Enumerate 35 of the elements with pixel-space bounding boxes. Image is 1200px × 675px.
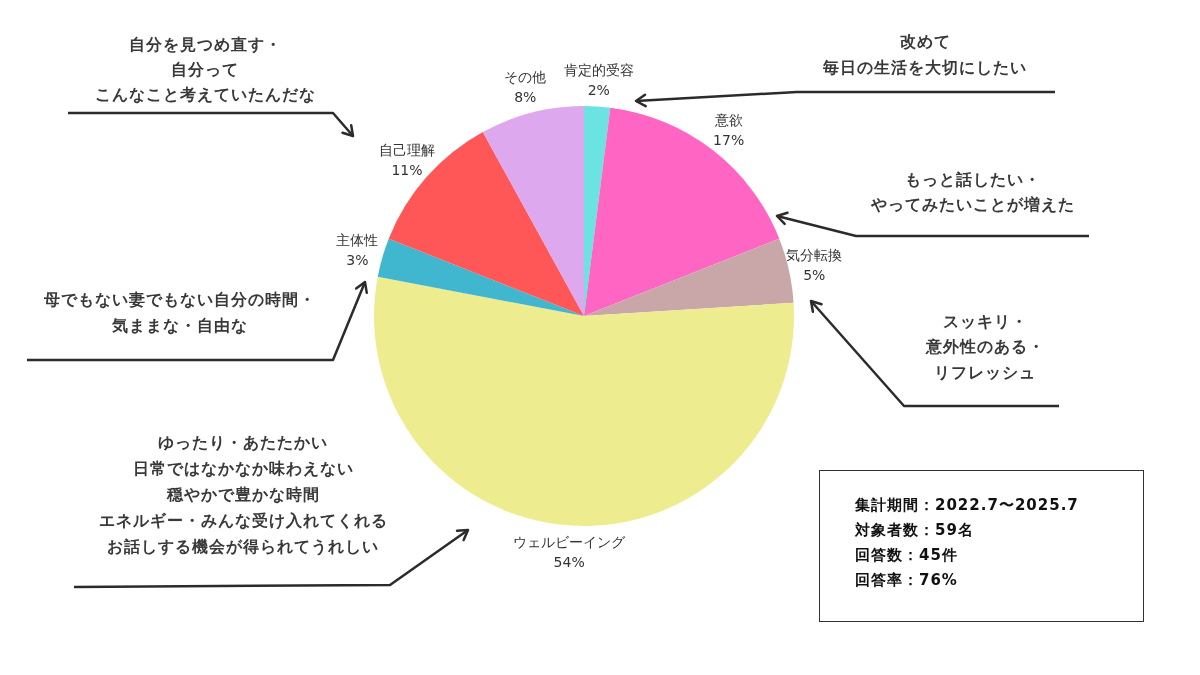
slice-label: 主体性: [336, 232, 379, 249]
slice-label: 自己理解: [378, 141, 435, 158]
text: 母でもない妻でもない自分の時間・: [44, 289, 316, 311]
data-label: 3%: [346, 252, 369, 269]
text: リフレッシュ: [934, 362, 1036, 384]
slice-label: 意欲: [713, 111, 743, 128]
text: 意外性のある・: [925, 336, 1045, 358]
data-label: 54%: [553, 553, 585, 570]
slice-label: その他: [504, 69, 547, 86]
text: 毎日の生活を大切にしたい: [823, 57, 1027, 79]
text: こんなこと考えていたんだな: [94, 84, 316, 106]
text: エネルギー・みんな受け入れてくれる: [98, 510, 388, 532]
text: 回答率：76%: [855, 570, 958, 591]
text: ゆったり・あたたかい: [158, 432, 328, 454]
slice-label: 肯定的受容: [563, 62, 634, 79]
text: お話しする機会が得られてうれしい: [107, 536, 379, 558]
text: 気ままな・自由な: [112, 315, 248, 337]
text: 改めて: [899, 31, 951, 53]
text: スッキリ・: [942, 311, 1028, 333]
text: 集計期間：2022.7〜2025.7: [855, 495, 1079, 516]
text: 回答数：45件: [855, 545, 958, 566]
slice-label: ウェルビーイング: [513, 533, 627, 550]
text: 日常ではなかなか味わえない: [132, 458, 354, 480]
data-label: 17%: [713, 131, 745, 148]
text: やってみたいことが増えた: [871, 194, 1075, 216]
slice-label: 気分転換: [786, 246, 843, 263]
data-label: 2%: [587, 82, 610, 99]
data-label: 8%: [514, 89, 537, 106]
text: 自分を見つめ直す・: [128, 34, 282, 56]
text: 対象者数：59名: [855, 520, 974, 541]
text: 穏やかで豊かな時間: [166, 484, 320, 506]
text: もっと話したい・: [905, 169, 1041, 191]
data-label: 5%: [803, 266, 826, 283]
data-label: 11%: [391, 161, 423, 178]
text: 自分って: [171, 59, 239, 81]
